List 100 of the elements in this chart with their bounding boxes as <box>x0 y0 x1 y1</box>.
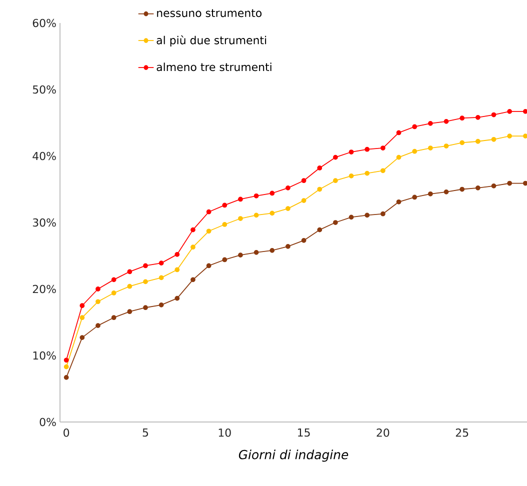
point <box>412 124 418 130</box>
point <box>507 180 512 186</box>
point <box>190 277 196 282</box>
x-tick-label: 0 <box>64 428 70 437</box>
point <box>238 196 243 202</box>
point <box>96 323 100 328</box>
x-axis-title: Giorni di indagine <box>238 450 348 462</box>
point <box>522 134 527 138</box>
legend-label: almeno tre strumenti <box>156 62 272 72</box>
legend-label: nessuno strumento <box>157 9 262 18</box>
point <box>238 252 243 258</box>
point <box>475 185 480 190</box>
point <box>64 364 69 370</box>
point <box>460 140 465 146</box>
point <box>412 194 418 200</box>
point <box>444 189 449 194</box>
point <box>174 296 180 301</box>
point <box>190 244 196 250</box>
point <box>522 109 527 114</box>
point <box>428 120 433 126</box>
point <box>507 109 512 114</box>
point <box>380 211 386 216</box>
y-tick-label: 30% <box>32 218 56 227</box>
point <box>301 198 306 203</box>
point <box>317 166 322 170</box>
point <box>348 150 354 154</box>
point <box>380 146 386 150</box>
y-tick-label: 60% <box>32 18 56 28</box>
point <box>64 375 69 380</box>
point <box>80 315 85 320</box>
point <box>522 180 527 186</box>
point <box>127 309 132 314</box>
point <box>333 220 338 225</box>
point <box>222 202 228 208</box>
point <box>80 303 85 308</box>
point <box>475 138 480 144</box>
point <box>333 154 338 160</box>
point <box>174 267 180 272</box>
point <box>396 130 402 136</box>
point <box>286 206 290 211</box>
y-tick-label: 40% <box>32 152 56 160</box>
point <box>317 186 322 192</box>
point <box>206 209 212 214</box>
point <box>111 315 116 320</box>
point <box>190 227 196 232</box>
point <box>444 144 449 148</box>
point <box>301 238 306 243</box>
y-tick-label: 10% <box>33 351 56 360</box>
point <box>238 216 243 221</box>
point <box>286 244 290 249</box>
point <box>270 248 275 253</box>
point <box>158 275 164 280</box>
point <box>491 136 496 142</box>
point <box>428 191 433 196</box>
y-tick-label: 0% <box>40 418 56 426</box>
point <box>254 250 259 255</box>
point <box>127 269 132 274</box>
point <box>127 284 132 289</box>
point <box>475 114 480 120</box>
point <box>111 290 116 296</box>
point <box>111 277 116 282</box>
point <box>174 252 180 257</box>
point <box>158 302 164 308</box>
point <box>396 154 402 160</box>
point <box>301 178 306 184</box>
point <box>96 299 100 304</box>
point <box>158 260 164 266</box>
point <box>507 134 512 138</box>
point <box>380 168 386 174</box>
point <box>143 263 148 268</box>
x-tick-label: 15 <box>298 428 310 437</box>
point <box>286 185 290 190</box>
point <box>348 174 354 178</box>
point <box>317 227 322 232</box>
point <box>96 286 100 292</box>
point <box>80 335 85 340</box>
point <box>491 183 496 188</box>
point <box>364 212 370 218</box>
point <box>206 228 212 234</box>
point <box>143 279 148 284</box>
x-tick-label: 5 <box>142 428 148 437</box>
point <box>222 222 228 227</box>
point <box>396 199 402 204</box>
point <box>254 212 259 218</box>
x-tick-label: 10 <box>218 428 231 437</box>
point <box>333 178 338 184</box>
point <box>222 257 228 262</box>
point <box>364 146 370 152</box>
y-tick-label: 20% <box>32 284 56 294</box>
point <box>428 146 433 150</box>
point <box>270 210 275 216</box>
y-tick-label: 50% <box>32 85 56 94</box>
point <box>254 193 259 198</box>
point <box>206 263 212 268</box>
point <box>460 186 465 192</box>
point <box>364 170 370 176</box>
point <box>460 116 465 121</box>
point <box>348 214 354 220</box>
point <box>143 305 148 310</box>
x-tick-label: 20 <box>376 428 390 437</box>
